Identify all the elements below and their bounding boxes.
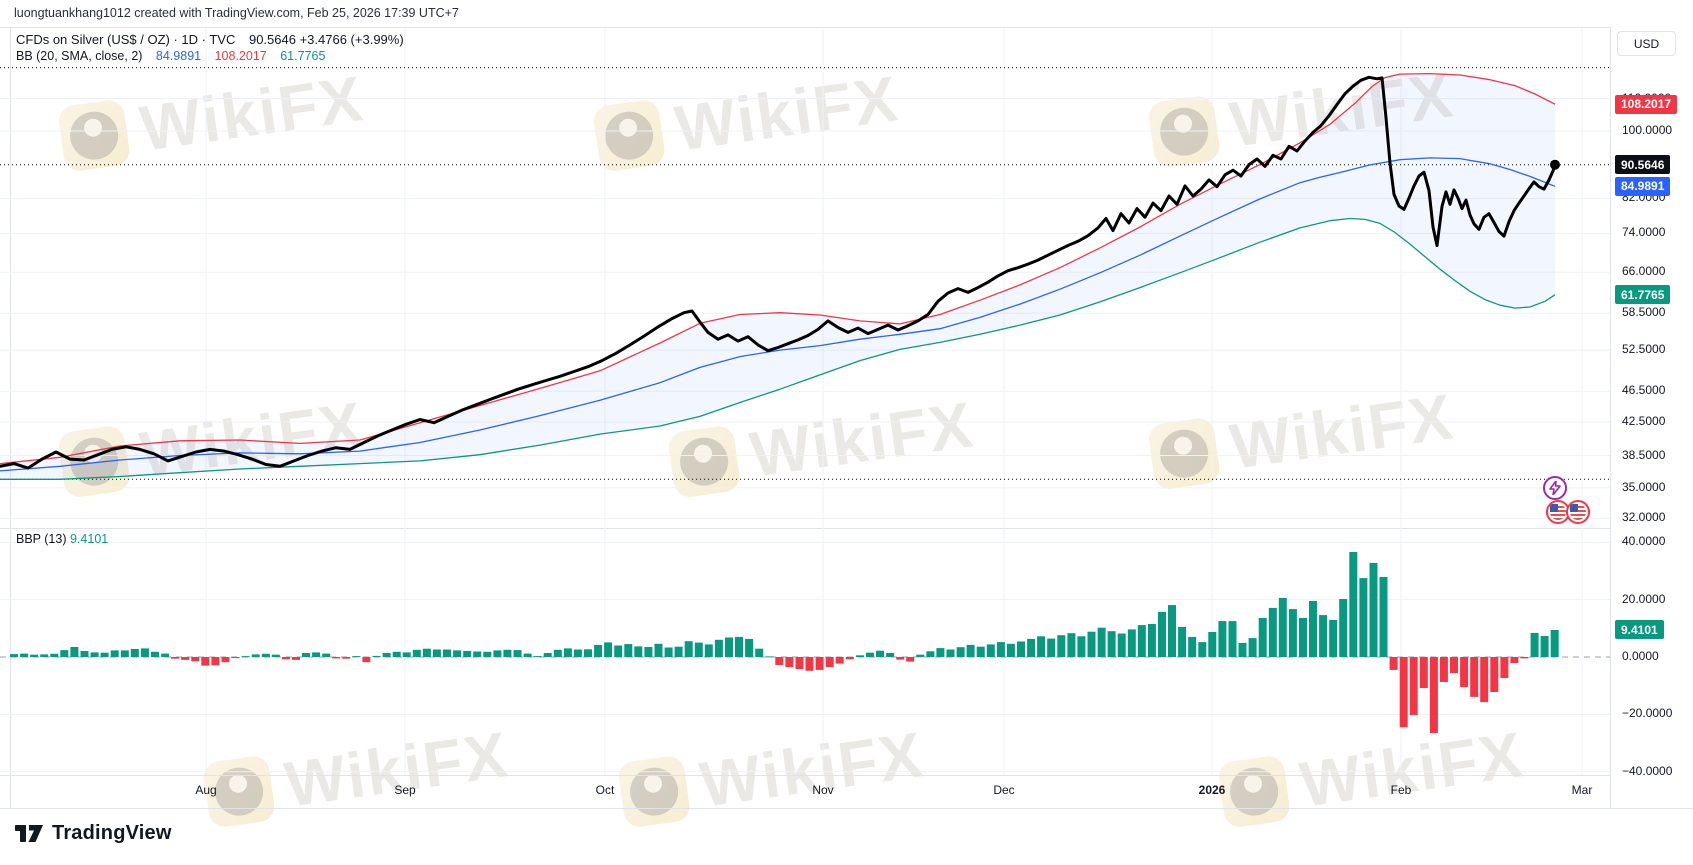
pane-divider[interactable] bbox=[0, 528, 1693, 529]
us-flag-event-icon[interactable] bbox=[1566, 500, 1590, 524]
bb-indicator-label: BB (20, SMA, close, 2) bbox=[16, 49, 143, 63]
attribution-text: luongtuankhang1012 created with TradingV… bbox=[14, 6, 459, 20]
time-axis-label[interactable]: Aug bbox=[195, 783, 217, 797]
tradingview-logo-icon bbox=[15, 825, 43, 842]
symbol-title: CFDs on Silver (US$ / OZ) · 1D · TVC bbox=[16, 32, 236, 47]
scale-tick-label: 35.0000 bbox=[1622, 479, 1666, 494]
scale-tick-label: −20.0000 bbox=[1622, 706, 1673, 721]
scale-tick-label: 32.0000 bbox=[1622, 510, 1666, 525]
bbp-value-badge: 9.4101 bbox=[1615, 620, 1664, 640]
symbol-change: +3.4766 (+3.99%) bbox=[299, 32, 404, 47]
lightning-event-icon[interactable] bbox=[1543, 476, 1567, 500]
scale-tick-label: 58.5000 bbox=[1622, 305, 1666, 320]
scale-tick-label: 66.0000 bbox=[1622, 264, 1666, 279]
chart-legend: CFDs on Silver (US$ / OZ) · 1D · TVC 90.… bbox=[16, 31, 404, 65]
scale-tick-label: 52.5000 bbox=[1622, 342, 1666, 357]
scale-tick-label: 100.0000 bbox=[1622, 123, 1673, 137]
bbp-value: 9.4101 bbox=[69, 532, 109, 546]
indicator-value-badge: 61.7765 bbox=[1615, 285, 1671, 305]
scale-tick-label: 42.5000 bbox=[1622, 413, 1666, 428]
time-axis-label[interactable]: 2026 bbox=[1198, 783, 1226, 797]
time-axis-label[interactable]: Sep bbox=[394, 783, 416, 797]
attribution-bar: luongtuankhang1012 created with TradingV… bbox=[0, 0, 1693, 27]
chart-left-border bbox=[10, 27, 11, 808]
scale-tick-label: 38.5000 bbox=[1622, 447, 1666, 462]
scale-tick-label: 74.0000 bbox=[1622, 225, 1666, 240]
bbp-legend-row[interactable]: BBP (13) 9.4101 bbox=[16, 532, 108, 546]
indicator-value-badge: 84.9891 bbox=[1615, 176, 1671, 196]
scale-tick-label: 40.0000 bbox=[1622, 534, 1666, 549]
time-axis-top-border bbox=[0, 775, 1693, 776]
bb-lower-value: 61.7765 bbox=[280, 49, 326, 63]
currency-toggle-button[interactable]: USD bbox=[1617, 31, 1676, 56]
scale-tick-label: 46.5000 bbox=[1622, 383, 1666, 398]
price-scale[interactable]: USD 110.0000100.000082.000074.000066.000… bbox=[1610, 27, 1693, 808]
symbol-last-price: 90.5646 bbox=[248, 32, 296, 47]
time-axis-label[interactable]: Feb bbox=[1390, 783, 1412, 797]
bb-upper-value: 108.2017 bbox=[214, 49, 267, 63]
bb-basis-value: 84.9891 bbox=[155, 49, 202, 63]
time-axis-label[interactable]: Nov bbox=[812, 783, 834, 797]
time-axis-label[interactable]: Mar bbox=[1571, 783, 1593, 797]
bbp-indicator-label: BBP (13) bbox=[16, 532, 67, 546]
symbol-legend-row[interactable]: CFDs on Silver (US$ / OZ) · 1D · TVC 90.… bbox=[16, 31, 404, 48]
scale-tick-label: 20.0000 bbox=[1622, 591, 1666, 606]
chart-top-border bbox=[0, 27, 1693, 28]
price-scale-border bbox=[1610, 27, 1611, 808]
indicator-value-badge: 108.2017 bbox=[1615, 94, 1678, 114]
tradingview-logo-text: TradingView bbox=[52, 821, 172, 844]
last-price-badge: 90.5646 bbox=[1615, 155, 1671, 175]
scale-tick-label: −40.0000 bbox=[1622, 763, 1673, 778]
scale-tick-label: 0.0000 bbox=[1622, 649, 1659, 663]
time-axis-bottom-border bbox=[0, 808, 1693, 809]
tradingview-logo[interactable]: TradingView bbox=[14, 820, 172, 846]
time-axis-label[interactable]: Oct bbox=[595, 783, 615, 797]
bb-legend-row[interactable]: BB (20, SMA, close, 2) 84.9891 108.2017 … bbox=[16, 48, 404, 65]
time-axis-label[interactable]: Dec bbox=[993, 783, 1015, 797]
